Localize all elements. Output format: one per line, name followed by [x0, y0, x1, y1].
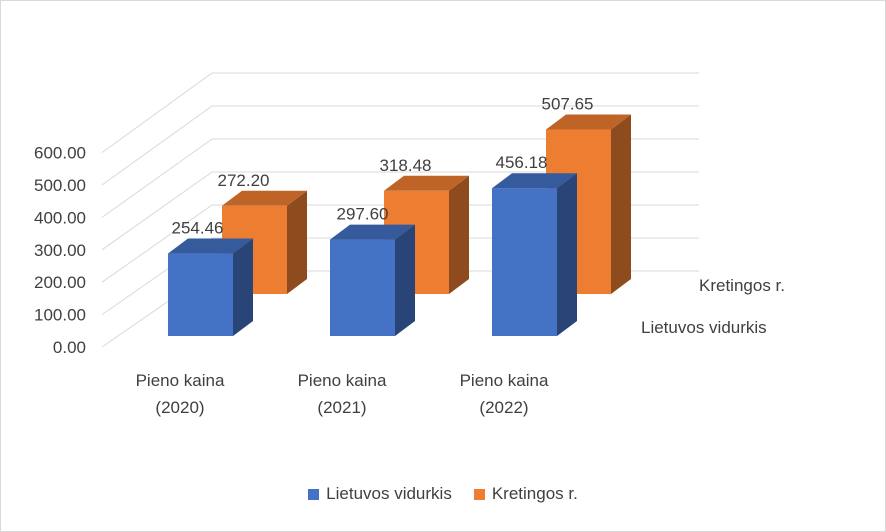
category-label: (2022) [479, 398, 528, 417]
data-label-kretingos: 272.20 [218, 171, 270, 190]
bar-top-lietuvos [330, 224, 415, 240]
y-tick-label: 100.00 [34, 306, 86, 325]
y-tick-label: 200.00 [34, 273, 86, 292]
bar-side-lietuvos [557, 173, 577, 336]
y-tick-label: 300.00 [34, 241, 86, 260]
category-label: (2021) [317, 398, 366, 417]
data-label-lietuvos: 297.60 [337, 205, 389, 224]
legend-label-kretingos: Kretingos r. [491, 484, 578, 503]
legend-swatch-kretingos [473, 488, 485, 500]
legend-item-lietuvos: Lietuvos vidurkis [308, 484, 452, 504]
category-label: Pieno kaina [298, 371, 387, 390]
bar-top-lietuvos [492, 173, 577, 189]
data-label-lietuvos: 456.18 [496, 153, 548, 172]
bar-lietuvos [168, 253, 233, 336]
bar-side-kretingos [287, 190, 307, 294]
bar-lietuvos [492, 188, 557, 336]
gridline [101, 138, 699, 218]
y-tick-label: 400.00 [34, 208, 86, 227]
depth-label-lietuvos: Lietuvos vidurkis [641, 318, 767, 337]
category-label: (2020) [155, 398, 204, 417]
legend-label-lietuvos: Lietuvos vidurkis [326, 484, 452, 503]
bar-side-kretingos [611, 114, 631, 295]
gridline [101, 105, 699, 186]
data-label-lietuvos: 254.46 [172, 219, 224, 238]
bar-top-kretingos [384, 175, 469, 191]
bar-lietuvos [330, 239, 395, 336]
y-tick-label: 600.00 [34, 144, 86, 163]
category-label: Pieno kaina [460, 371, 549, 390]
y-tick-label: 0.00 [53, 338, 86, 357]
gridline [101, 171, 699, 251]
legend: Lietuvos vidurkis Kretingos r. [0, 484, 886, 504]
bar-side-kretingos [449, 175, 469, 294]
bar-top-kretingos [546, 114, 631, 130]
bar-top-lietuvos [168, 238, 253, 254]
legend-item-kretingos: Kretingos r. [473, 484, 578, 504]
bar-side-lietuvos [233, 238, 253, 336]
bar-top-kretingos [222, 190, 307, 206]
depth-label-kretingos: Kretingos r. [699, 276, 785, 295]
data-label-kretingos: 507.65 [542, 95, 594, 114]
gridline [101, 72, 699, 154]
legend-swatch-lietuvos [308, 488, 320, 500]
category-label: Pieno kaina [136, 371, 225, 390]
bar-side-lietuvos [395, 224, 415, 336]
data-label-kretingos: 318.48 [380, 156, 432, 175]
y-tick-label: 500.00 [34, 176, 86, 195]
